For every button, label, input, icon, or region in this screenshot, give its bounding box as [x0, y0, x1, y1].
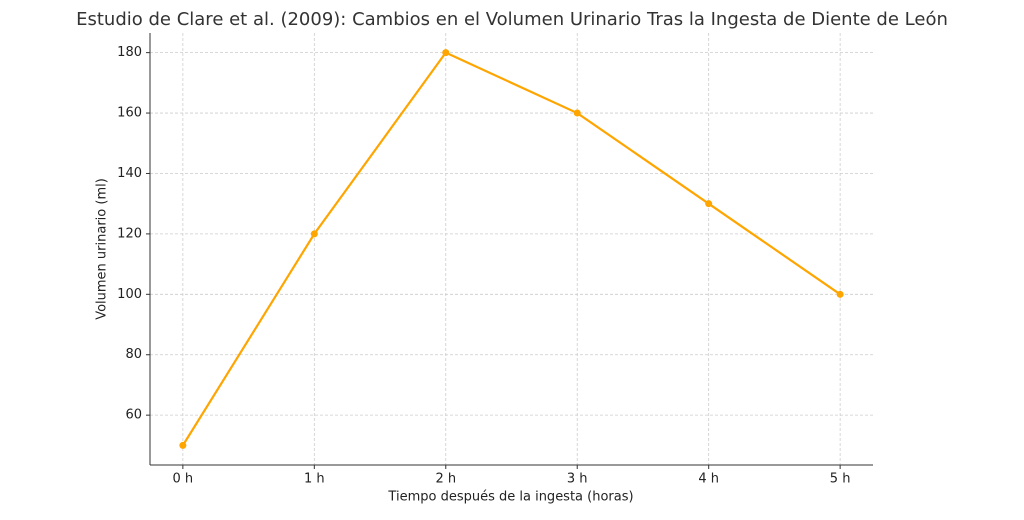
y-tick-label: 180 [117, 45, 142, 60]
data-point [310, 230, 318, 238]
y-tick-label: 120 [117, 226, 142, 241]
x-tick-label: 0 h [173, 472, 194, 487]
x-tick-label: 3 h [567, 472, 588, 487]
y-tick-label: 140 [117, 166, 142, 181]
data-line [181, 51, 841, 446]
x-tick-label: 4 h [698, 472, 719, 487]
data-point [836, 290, 844, 298]
data-point [573, 109, 581, 117]
x-axis-label: Tiempo después de la ingesta (horas) [387, 490, 633, 505]
data-point [442, 49, 450, 57]
y-axis-label: Volumen urinario (ml) [95, 178, 110, 320]
x-tick-label: 2 h [435, 472, 456, 487]
x-tick-label: 5 h [830, 472, 851, 487]
y-tick-label: 60 [125, 408, 142, 423]
data-point [179, 441, 187, 449]
y-tick-label: 100 [117, 287, 142, 302]
chart-title: Estudio de Clare et al. (2009): Cambios … [76, 9, 948, 30]
data-point [705, 200, 713, 208]
y-tick-label: 160 [117, 106, 142, 121]
x-tick-label: 1 h [304, 472, 325, 487]
y-tick-label: 80 [125, 347, 142, 362]
